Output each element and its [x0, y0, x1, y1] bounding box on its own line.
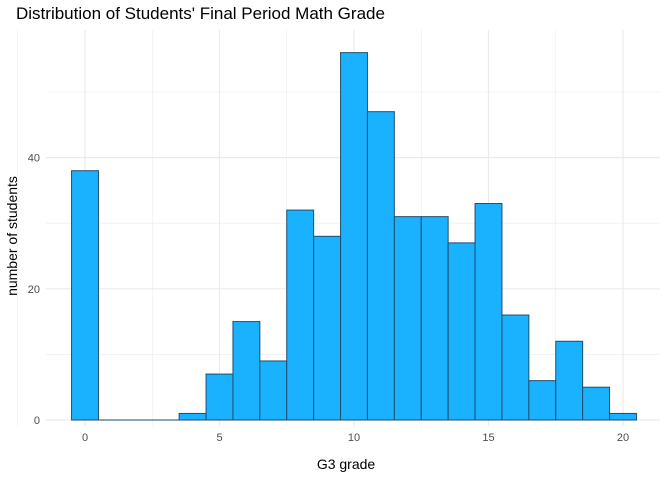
- histogram-bar: [313, 235, 342, 421]
- x-tick-label: 5: [216, 432, 222, 444]
- histogram-bar: [582, 386, 611, 421]
- y-tick-label: 0: [34, 415, 40, 427]
- histogram-bar: [609, 412, 637, 421]
- histogram-bar: [71, 170, 99, 421]
- histogram-bar: [420, 216, 449, 421]
- histogram-bar: [555, 340, 584, 421]
- histogram-bar: [205, 373, 234, 421]
- histogram-bar: [286, 209, 315, 421]
- histogram-bar: [393, 216, 422, 421]
- y-axis-title: number of students: [4, 176, 20, 296]
- histogram-bar: [259, 360, 288, 421]
- histogram-bar: [178, 412, 207, 421]
- histogram-bar: [340, 52, 368, 421]
- x-axis-title: G3 grade: [317, 456, 376, 472]
- x-tick-label: 0: [82, 432, 88, 444]
- x-tick-label: 20: [617, 432, 629, 444]
- y-tick-labels: 0 20 40: [28, 153, 40, 427]
- histogram-bar: [447, 242, 476, 421]
- histogram-bar: [501, 314, 530, 421]
- y-tick-label: 20: [28, 284, 40, 296]
- histogram-bar: [528, 380, 557, 421]
- y-tick-label: 40: [28, 153, 40, 165]
- x-tick-label: 15: [482, 432, 494, 444]
- x-tick-labels: 0 5 10 15 20: [82, 432, 629, 444]
- histogram-bar: [366, 111, 395, 421]
- histogram-bar: [232, 321, 261, 421]
- x-tick-label: 10: [348, 432, 360, 444]
- histogram-bar: [474, 203, 503, 421]
- histogram-bars: [71, 52, 637, 421]
- chart-title: Distribution of Students' Final Period M…: [16, 4, 385, 23]
